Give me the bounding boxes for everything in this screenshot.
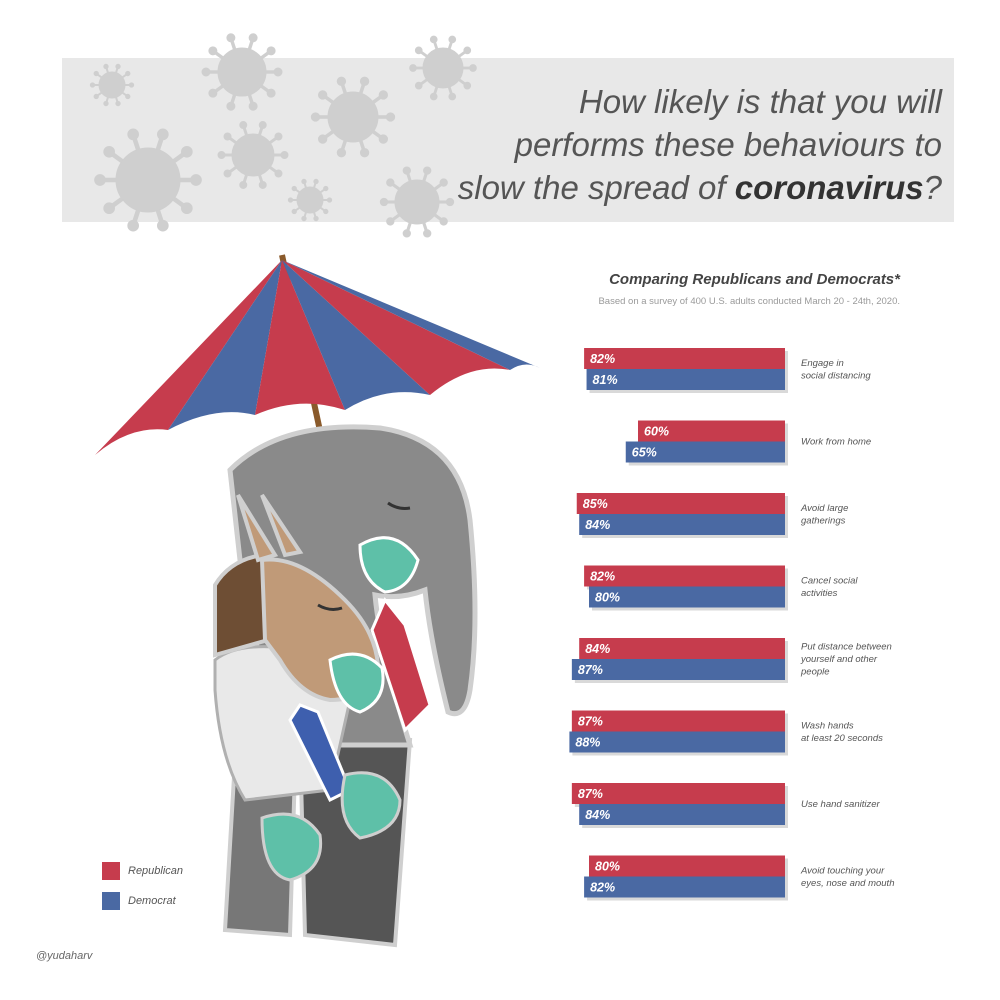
category-label: social distancing bbox=[801, 370, 871, 381]
republican-bar bbox=[571, 783, 785, 804]
republican-bar bbox=[589, 855, 785, 877]
infographic-title: How likely is that you will performs the… bbox=[382, 80, 942, 209]
democrat-value-label: 81% bbox=[593, 373, 618, 387]
category-label: Avoid large bbox=[800, 503, 848, 514]
title-line-2: performs these behaviours to bbox=[514, 126, 942, 163]
republican-value-label: 80% bbox=[595, 860, 620, 874]
category-label: activities bbox=[801, 588, 838, 599]
democrat-bar bbox=[569, 731, 785, 753]
republican-bar bbox=[571, 710, 785, 732]
umbrella-icon bbox=[95, 260, 540, 455]
democrat-label: Democrat bbox=[128, 895, 176, 907]
title-line-3: slow the spread of coronavirus? bbox=[382, 166, 942, 209]
democrat-value-label: 87% bbox=[578, 663, 603, 677]
republican-bar bbox=[584, 348, 785, 369]
title-line-1: How likely is that you will bbox=[578, 83, 942, 120]
republican-value-label: 82% bbox=[590, 570, 615, 584]
republican-label: Republican bbox=[128, 865, 184, 877]
democrat-value-label: 65% bbox=[632, 446, 657, 460]
democrat-bar bbox=[584, 876, 785, 898]
republican-value-label: 87% bbox=[578, 787, 603, 801]
category-label: Use hand sanitizer bbox=[801, 799, 881, 810]
democrat-swatch bbox=[102, 892, 120, 910]
category-label: eyes, nose and mouth bbox=[801, 878, 894, 889]
category-label: people bbox=[800, 667, 830, 678]
democrat-bar bbox=[586, 369, 785, 390]
democrat-bar bbox=[579, 804, 785, 825]
democrat-value-label: 84% bbox=[585, 808, 610, 822]
democrat-value-label: 88% bbox=[575, 736, 600, 750]
survey-note: Based on a survey of 400 U.S. adults con… bbox=[598, 296, 900, 307]
democrat-value-label: 84% bbox=[585, 518, 610, 532]
democrat-bar bbox=[625, 441, 785, 463]
title-question-mark: ? bbox=[923, 169, 942, 206]
democrat-bar bbox=[579, 514, 785, 535]
republican-value-label: 60% bbox=[644, 425, 669, 439]
title-line-3-text: slow the spread of bbox=[457, 169, 735, 206]
chart-subtitle: Comparing Republicans and Democrats* bbox=[609, 271, 900, 288]
category-label: Work from home bbox=[801, 437, 871, 448]
republican-value-label: 82% bbox=[590, 352, 615, 366]
category-label: yourself and other bbox=[800, 654, 878, 665]
category-label: Wash hands bbox=[801, 720, 854, 731]
democrat-value-label: 82% bbox=[590, 881, 615, 895]
header-band bbox=[62, 58, 954, 222]
republican-bar bbox=[576, 493, 785, 514]
democrat-bar bbox=[589, 586, 785, 608]
republican-bar bbox=[584, 565, 785, 587]
legend-democrat: Democrat bbox=[102, 892, 176, 910]
category-label: at least 20 seconds bbox=[801, 733, 883, 744]
republican-swatch bbox=[102, 862, 120, 880]
category-label: gatherings bbox=[801, 515, 846, 526]
republican-value-label: 84% bbox=[585, 642, 610, 656]
category-label: Cancel social bbox=[801, 575, 858, 586]
title-keyword: coronavirus bbox=[734, 169, 924, 206]
category-label: Engage in bbox=[801, 358, 844, 369]
author-credit: @yudaharv bbox=[36, 950, 93, 962]
legend-republican: Republican bbox=[102, 862, 183, 880]
democrat-bar bbox=[571, 659, 785, 680]
republican-bar bbox=[579, 638, 785, 659]
category-label: Avoid touching your bbox=[800, 865, 885, 876]
republican-value-label: 87% bbox=[578, 715, 603, 729]
democrat-value-label: 80% bbox=[595, 591, 620, 605]
republican-value-label: 85% bbox=[583, 497, 608, 511]
virus-decorations bbox=[89, 33, 477, 238]
category-label: Put distance between bbox=[801, 642, 892, 653]
republican-bar bbox=[638, 420, 785, 442]
